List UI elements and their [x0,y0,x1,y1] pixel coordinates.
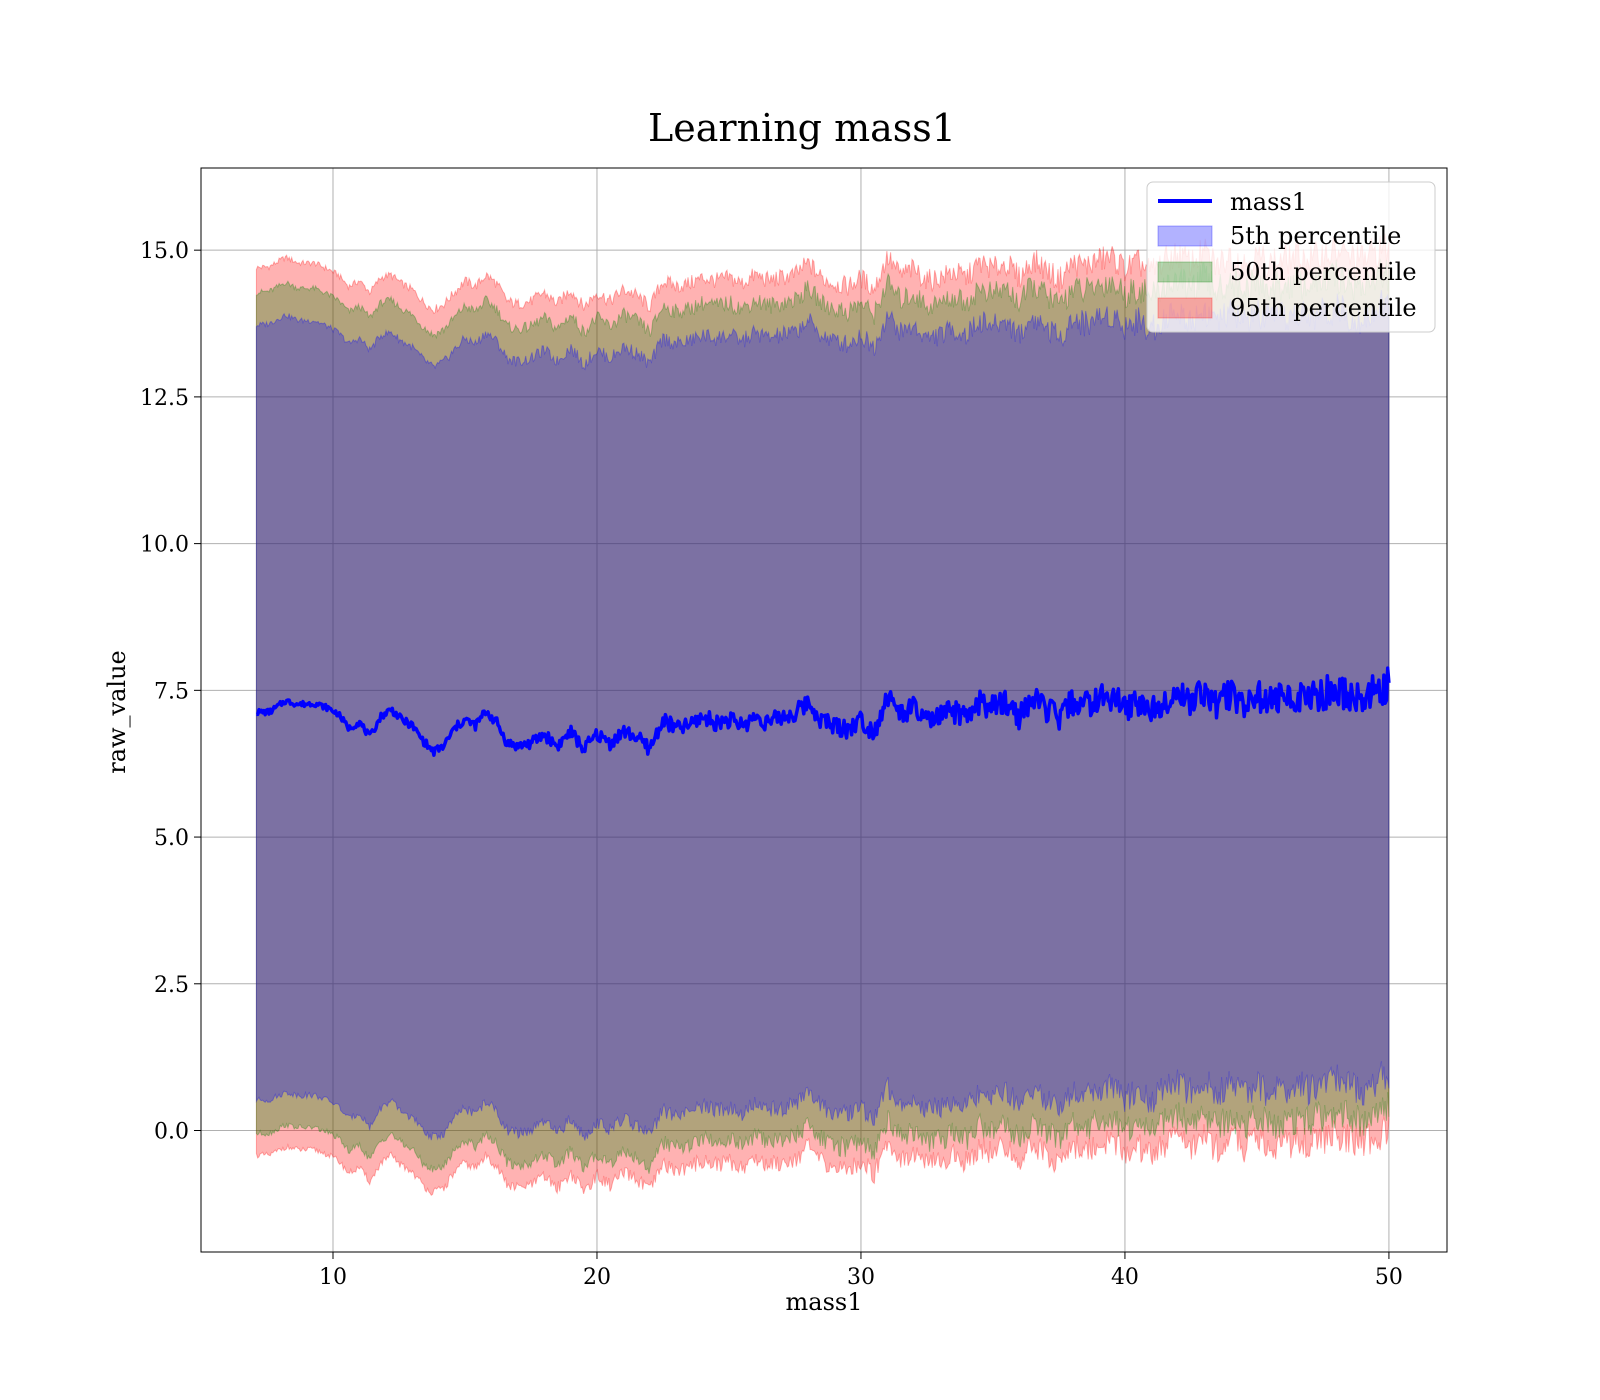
x-tick-label: 40 [1111,1265,1139,1290]
y-tick-label: 15.0 [140,239,189,264]
legend-entry-p5: 5th percentile [1230,222,1401,250]
x-tick-label: 20 [583,1265,611,1290]
plot-frame [200,167,1448,1253]
legend-box [1146,181,1436,333]
y-tick-label: 10.0 [140,533,189,558]
y-tick-label: 2.5 [154,973,189,998]
y-axis-label: raw_value [103,650,131,774]
x-axis-label: mass1 [786,1288,863,1316]
y-tick-label: 7.5 [154,679,189,704]
grid [201,168,1447,1252]
y-tick-label: 0.0 [154,1120,189,1145]
x-tick-label: 10 [319,1265,347,1290]
y-tick-label: 12.5 [140,386,189,411]
x-axis-ticks: 10 20 30 40 50 [319,1252,1403,1290]
y-axis-ticks: 0.0 2.5 5.0 7.5 10.0 12.5 15.0 [140,239,201,1145]
series-line-mass1 [255,666,1391,757]
percentile-bands [255,233,1390,1197]
legend-swatch-p5 [1157,225,1213,247]
legend-swatch-p50 [1157,261,1213,283]
legend-entry-p50: 50th percentile [1230,258,1417,286]
line-layer [255,666,1391,757]
chart-title: Learning mass1 [648,106,956,150]
legend-entry-line: mass1 [1230,188,1307,216]
legend-entry-p95: 95th percentile [1230,294,1417,322]
legend-swatch-p95 [1157,297,1213,319]
x-tick-label: 30 [847,1265,875,1290]
y-tick-label: 5.0 [154,826,189,851]
x-tick-label: 50 [1375,1265,1403,1290]
legend: mass1 5th percentile 50th percentile 95t… [1146,181,1436,333]
